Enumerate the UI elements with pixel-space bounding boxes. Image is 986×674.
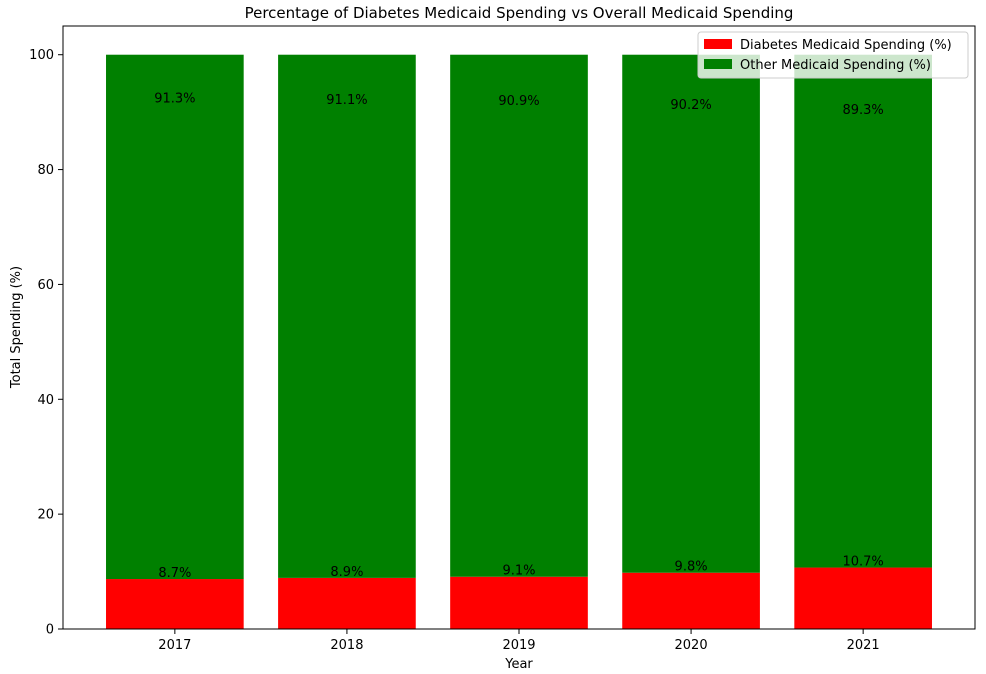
value-labels-layer: 8.7% 8.9% 9.1% 9.8% 10.7% 91.3% 91.1% 90.9% 90.2… — [154, 92, 884, 581]
bar-other-2021 — [794, 54, 932, 568]
y-tick-label: 20 — [37, 508, 54, 523]
legend-label: Diabetes Medicaid Spending (%) — [740, 38, 952, 53]
y-tick-label: 80 — [37, 163, 54, 178]
y-axis: 0 20 40 60 80 100 — [29, 48, 63, 638]
legend-swatch — [704, 39, 732, 49]
bar-diabetes-2021 — [794, 567, 932, 629]
value-label-other-2021: 89.3% — [842, 103, 883, 118]
x-tick-label: 2019 — [502, 638, 535, 653]
value-label-other-2018: 91.1% — [326, 93, 367, 108]
x-tick-label: 2021 — [847, 638, 880, 653]
bar-other-2017 — [106, 54, 244, 580]
bar-other-2019 — [450, 54, 588, 577]
value-label-other-2020: 90.2% — [670, 98, 711, 113]
y-tick-label: 0 — [46, 623, 54, 638]
bar-other-2020 — [622, 54, 760, 573]
x-tick-label: 2018 — [330, 638, 363, 653]
bars-layer — [106, 54, 932, 629]
bar-diabetes-2020 — [622, 572, 760, 629]
value-label-other-2017: 91.3% — [154, 92, 195, 107]
legend-swatch — [704, 59, 732, 69]
value-label-diabetes-2019: 9.1% — [502, 564, 535, 579]
bar-other-2018 — [278, 54, 416, 578]
y-axis-label: Total Spending (%) — [9, 266, 24, 389]
value-label-diabetes-2018: 8.9% — [330, 565, 363, 580]
bar-diabetes-2019 — [450, 576, 588, 629]
value-label-diabetes-2021: 10.7% — [842, 555, 883, 570]
legend: Diabetes Medicaid Spending (%) Other Medi… — [697, 31, 969, 79]
x-axis: 2017 2018 2019 2020 2021 — [158, 629, 880, 653]
y-tick-label: 100 — [29, 48, 54, 63]
value-label-diabetes-2017: 8.7% — [158, 566, 191, 581]
legend-box — [697, 31, 969, 79]
y-tick-label: 60 — [37, 278, 54, 293]
bar-diabetes-2018 — [278, 577, 416, 629]
y-tick-label: 40 — [37, 393, 54, 408]
x-axis-label: Year — [504, 657, 533, 672]
value-label-diabetes-2020: 9.8% — [675, 560, 708, 575]
bar-diabetes-2017 — [106, 579, 244, 629]
x-tick-label: 2017 — [158, 638, 191, 653]
chart-title: Percentage of Diabetes Medicaid Spending… — [245, 4, 794, 22]
legend-label: Other Medicaid Spending (%) — [740, 58, 931, 73]
value-label-other-2019: 90.9% — [498, 94, 539, 109]
x-tick-label: 2020 — [675, 638, 708, 653]
